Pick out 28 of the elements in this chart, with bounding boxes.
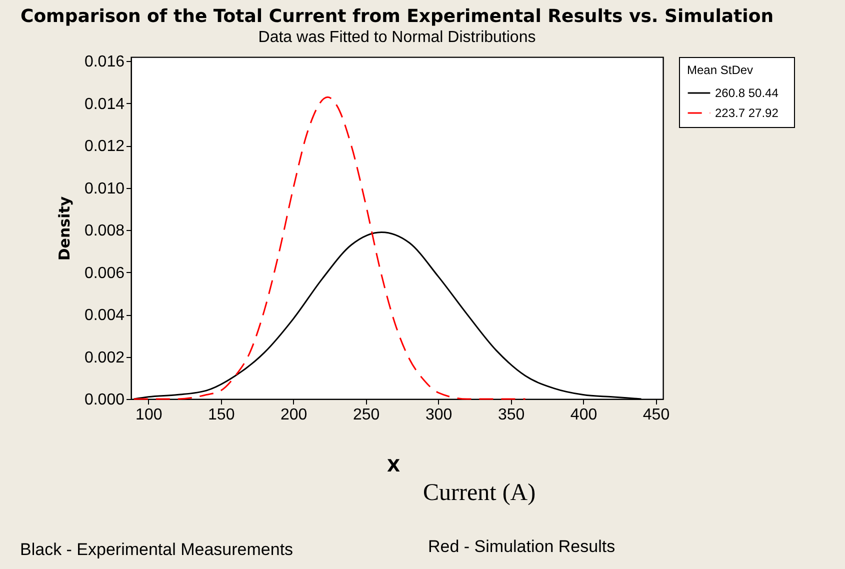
text: Current (A) xyxy=(423,480,536,507)
y-tick-label: 0.012 xyxy=(84,138,125,156)
x-axis-title: X xyxy=(386,456,400,476)
y-axis-title: Density xyxy=(55,196,74,261)
y-tick-label: 0.002 xyxy=(84,349,125,366)
x-tick-label: 350 xyxy=(498,406,525,424)
x-tick-label: 150 xyxy=(208,406,235,424)
x-tick-label: 250 xyxy=(352,406,380,424)
y-tick-label: 0.000 xyxy=(84,392,125,408)
x-tick-label: 200 xyxy=(280,406,308,424)
y-tick-label: 0.006 xyxy=(84,264,125,282)
x-tick-label: 450 xyxy=(642,406,670,424)
chart-subtitle: Data was Fitted to Normal Distributions xyxy=(258,29,536,46)
text: Red - Simulation Results xyxy=(428,537,616,557)
y-tick-label: 0.008 xyxy=(84,222,125,240)
chart-title: Comparison of the Total Current from Experimental Results vs. Simulation xyxy=(20,6,774,28)
legend-label: 223.7 27.92 xyxy=(715,106,779,120)
text: Black - Experimental Measurements xyxy=(20,540,294,560)
x-tick-label: 100 xyxy=(136,406,162,424)
x-tick-label: 300 xyxy=(425,406,452,424)
y-tick-label: 0.004 xyxy=(84,307,125,324)
line-series xyxy=(133,96,526,400)
legend-label: 260.8 50.44 xyxy=(715,86,779,100)
x-tick-label: 400 xyxy=(570,406,598,424)
y-tick-label: 0.014 xyxy=(84,96,125,113)
y-tick-label: 0.010 xyxy=(84,180,125,198)
y-tick-label: 0.016 xyxy=(84,54,125,71)
legend-title: Mean StDev xyxy=(687,63,754,77)
